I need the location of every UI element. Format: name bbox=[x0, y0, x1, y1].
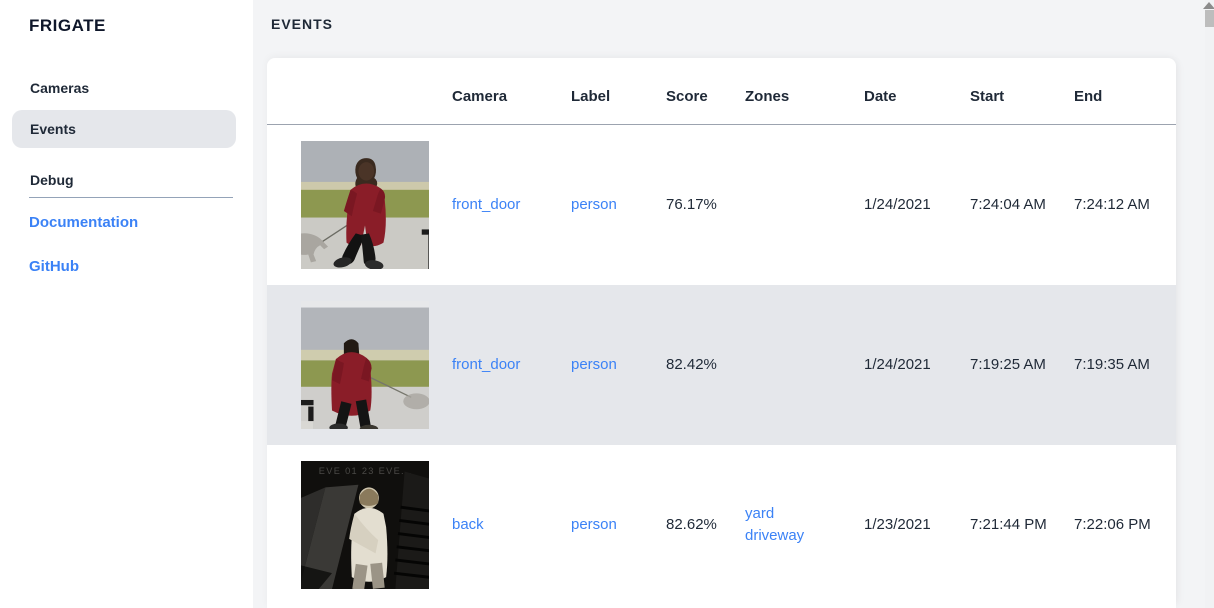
svg-text:EVE 01 23 EVE...: EVE 01 23 EVE... bbox=[319, 466, 413, 476]
